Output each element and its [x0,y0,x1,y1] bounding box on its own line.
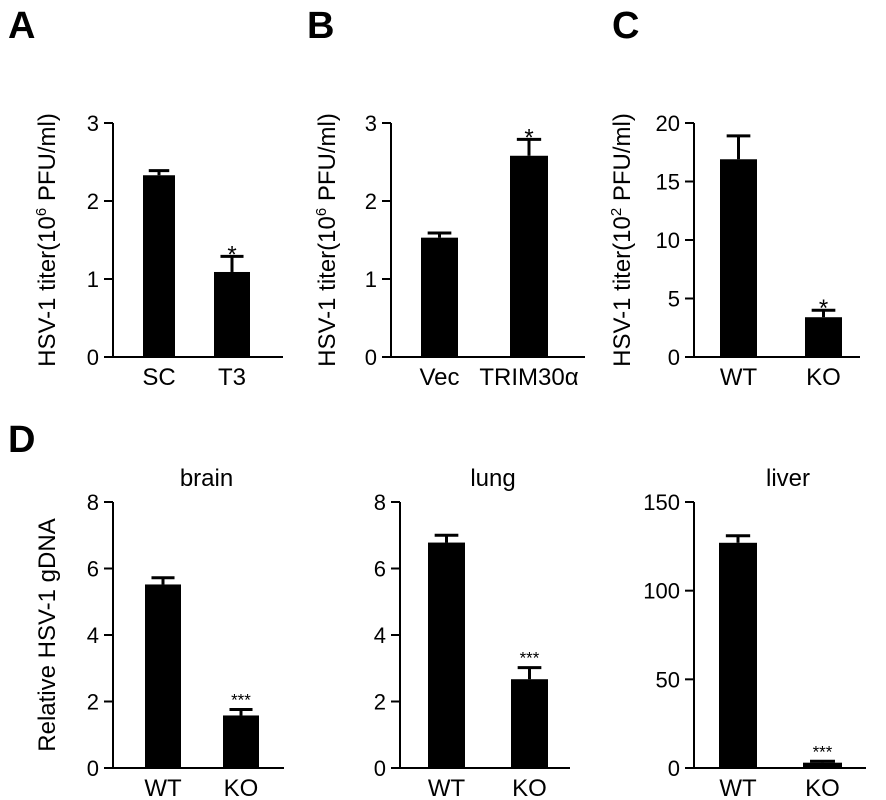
y-axis-label-superscript: 2 [608,208,625,216]
y-tick-label: 2 [365,189,377,214]
bar [143,175,175,357]
x-tick-label: KO [806,364,841,391]
bar [511,679,548,768]
significance-label: *** [813,742,833,761]
y-tick-label: 10 [656,228,680,253]
bar [510,155,548,357]
y-tick-label: 50 [656,667,680,692]
bar [428,542,465,768]
x-tick-label: WT [720,364,758,391]
significance-label: *** [520,649,540,668]
x-tick-label: KO [224,775,259,800]
y-axis-label-unit: PFU/ml) [34,113,61,208]
y-tick-label: 1 [365,267,377,292]
panel-title: liver [766,465,810,492]
chart-panel-3: C HSV-1 titer(102 PFU/ml) 0 5 10 15 20 WT KO * [608,5,860,391]
panel-letter: B [307,5,334,47]
y-axis-label: Relative HSV-1 gDNA [34,518,61,751]
chart-panel-1: A HSV-1 titer(106 PFU/ml) 0 1 2 3 SC T3 * [8,5,283,391]
y-tick-label: 2 [87,690,99,715]
panel-letter: D [8,419,35,461]
x-tick-label: WT [144,775,182,800]
y-tick-label: 20 [656,111,680,136]
y-tick-label: 0 [374,756,386,781]
bar [223,715,259,768]
y-tick-label: 15 [656,170,680,195]
x-tick-label: Vec [419,364,459,391]
y-tick-label: 0 [668,756,680,781]
y-tick-label: 150 [643,490,680,515]
y-tick-label: 2 [87,189,99,214]
chart-panel-6: liver 0 50 100 150 WT KO *** [643,465,866,800]
y-tick-label: 8 [374,490,386,515]
y-tick-label: 100 [643,579,680,604]
bar [720,159,757,357]
y-axis-label-text: Relative HSV-1 gDNA [34,518,61,751]
y-tick-label: 3 [365,111,377,136]
x-tick-label: WT [428,775,466,800]
y-tick-label: 1 [87,267,99,292]
y-axis-label: HSV-1 titer(102 PFU/ml) [608,113,636,367]
bar [803,762,842,768]
x-tick-label: T3 [218,364,246,391]
y-axis-label-superscript: 6 [33,208,50,216]
y-axis-label: HSV-1 titer(106 PFU/ml) [313,113,341,367]
y-tick-label: 6 [87,557,99,582]
panel-letter: A [8,5,35,47]
y-tick-label: 0 [87,345,99,370]
significance-label: *** [231,690,251,709]
x-tick-label: SC [142,364,175,391]
y-tick-label: 8 [87,490,99,515]
y-tick-label: 0 [668,345,680,370]
chart-panel-2: B HSV-1 titer(106 PFU/ml) 0 1 2 3 Vec TRIM30α * [307,5,585,391]
y-tick-label: 4 [87,623,99,648]
bar [719,542,757,768]
chart-panel-5: lung 0 2 4 6 8 WT KO *** [374,465,570,800]
bar [805,317,842,357]
x-tick-label: KO [805,775,840,800]
x-tick-label: TRIM30α [479,364,578,391]
bar [421,237,458,357]
panel-title: brain [180,465,233,492]
bar [145,584,181,768]
x-tick-label: WT [719,775,757,800]
y-tick-label: 4 [374,623,386,648]
panel-title: lung [470,465,515,492]
significance-label: * [524,124,533,151]
y-axis-label-text: HSV-1 titer(10 [609,216,636,367]
y-axis-label-superscript: 6 [313,208,330,216]
y-tick-label: 3 [87,111,99,136]
x-tick-label: KO [512,775,547,800]
y-tick-label: 6 [374,557,386,582]
y-axis-label-text: HSV-1 titer(10 [34,216,61,367]
y-tick-label: 2 [374,690,386,715]
y-axis-label-text: HSV-1 titer(10 [314,216,341,367]
y-axis-label-unit: PFU/ml) [609,113,636,208]
bar [214,271,250,357]
y-tick-label: 0 [365,345,377,370]
panel-letter: C [612,5,639,47]
significance-label: * [227,241,236,268]
y-axis-label-unit: PFU/ml) [314,113,341,208]
significance-label: * [819,295,828,322]
y-tick-label: 5 [668,287,680,312]
y-axis-label: HSV-1 titer(106 PFU/ml) [33,113,61,367]
y-tick-label: 0 [87,756,99,781]
